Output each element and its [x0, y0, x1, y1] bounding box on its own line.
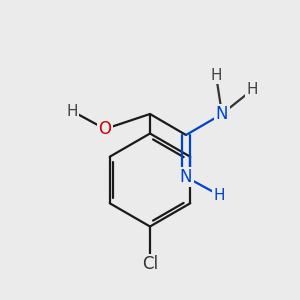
- Text: O: O: [98, 120, 112, 138]
- Text: H: H: [213, 188, 225, 202]
- Text: N: N: [180, 168, 192, 186]
- Text: Cl: Cl: [142, 255, 158, 273]
- Text: H: H: [246, 82, 258, 98]
- Text: N: N: [216, 105, 228, 123]
- Text: H: H: [210, 68, 222, 82]
- Text: H: H: [66, 103, 78, 118]
